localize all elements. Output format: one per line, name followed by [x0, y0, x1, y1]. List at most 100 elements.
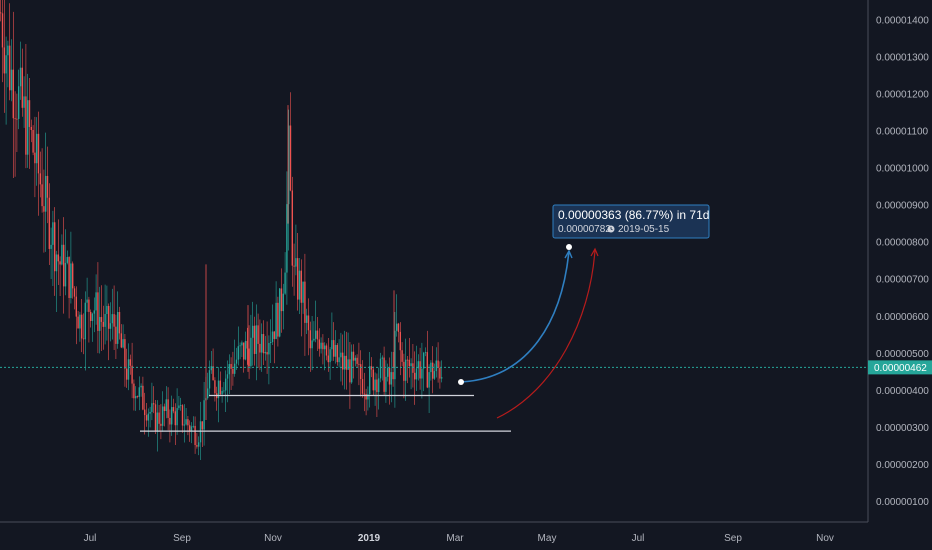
candle-body	[158, 412, 160, 424]
candle-body	[246, 340, 248, 349]
candle-body	[275, 302, 277, 339]
candle-body	[295, 258, 297, 267]
candle-body	[160, 423, 162, 426]
candle-body	[397, 323, 400, 332]
candle-body	[25, 96, 27, 155]
candle-body	[167, 399, 169, 418]
candle-body	[45, 175, 47, 212]
candle-body	[10, 69, 13, 91]
candle-body	[426, 352, 428, 388]
candle-body	[149, 411, 151, 414]
candle-body	[293, 265, 295, 267]
candle-body	[300, 270, 302, 303]
candle-body	[180, 405, 182, 407]
candle-body	[279, 288, 281, 337]
time-tick-label: Sep	[173, 533, 191, 544]
candle-body	[424, 352, 427, 353]
candle-body	[194, 425, 196, 446]
projection-label-box[interactable]	[552, 204, 710, 239]
candle-body	[176, 408, 178, 426]
candle-body	[64, 262, 67, 287]
candle-body	[81, 314, 83, 339]
projection-arrowhead-secondary	[590, 247, 599, 257]
price-tick-label: 0.00001300	[876, 52, 929, 63]
candle-body	[189, 425, 191, 432]
candle-body	[165, 399, 167, 412]
candle-body	[376, 379, 378, 393]
candle-body	[370, 366, 373, 370]
candle-body	[156, 412, 158, 432]
candle-body	[244, 340, 247, 360]
candle-body	[133, 383, 135, 399]
candle-body	[1, 13, 4, 48]
candle-body	[428, 372, 430, 388]
price-tick-label: 0.00000700	[876, 275, 929, 286]
candle-body	[57, 254, 59, 262]
candle-body	[185, 419, 187, 425]
candle-body	[117, 312, 119, 344]
support-lines	[140, 394, 511, 432]
price-tick-label: 0.00000300	[876, 423, 929, 434]
projection-end-point[interactable]	[566, 244, 572, 250]
candle-body	[414, 372, 416, 380]
candle-body	[243, 342, 245, 360]
candle-body	[3, 47, 5, 74]
candle-body	[333, 340, 335, 357]
candle-body	[324, 345, 326, 350]
candle-body	[5, 55, 7, 74]
projection-change-text: 0.00000363 (86.77%) in 71d	[558, 208, 709, 222]
candle-body	[217, 380, 220, 399]
price-tick-label: 0.00000600	[876, 312, 929, 323]
candle-body	[199, 421, 202, 443]
candle-body	[82, 338, 85, 340]
candle-body	[73, 288, 76, 297]
candle-body	[387, 367, 389, 377]
candle-body	[316, 330, 319, 340]
candle-body	[142, 385, 144, 410]
candle-body	[43, 206, 45, 212]
time-axis[interactable]: Jul Sep Nov 2019 Mar May Jul Sep Nov	[0, 521, 932, 550]
candle-body	[345, 355, 347, 370]
candle-body	[223, 390, 225, 392]
candle-body	[88, 299, 90, 312]
candle-body	[171, 407, 173, 425]
candle-body	[372, 369, 374, 391]
candle-body	[351, 351, 353, 383]
candle-body	[304, 281, 306, 323]
candle-body	[115, 326, 117, 344]
candle-body	[84, 302, 86, 340]
candle-body	[63, 244, 65, 287]
price-tick-label: 0.00000200	[876, 460, 929, 471]
candle-body	[135, 396, 137, 399]
time-axis-ticks: Jul Sep Nov 2019 Mar May Jul Sep Nov	[84, 533, 834, 544]
candle-body	[262, 334, 265, 354]
candle-body	[90, 311, 92, 321]
candle-body	[190, 426, 193, 432]
candle-body	[390, 372, 392, 385]
candle-body	[396, 323, 398, 331]
candle-body	[320, 342, 322, 349]
candle-body	[106, 305, 108, 315]
candle-body	[421, 368, 423, 379]
candle-body	[28, 100, 31, 127]
candle-body	[183, 424, 185, 426]
candle-body	[361, 378, 364, 394]
projection-start-point[interactable]	[458, 379, 464, 385]
candle-body	[7, 45, 9, 56]
candle-body	[307, 315, 310, 331]
candle-body	[266, 352, 268, 355]
time-tick-label: Nov	[816, 533, 834, 544]
candle-body	[297, 258, 299, 300]
candle-body	[439, 367, 441, 379]
projection-target-text: 0.00000782	[558, 224, 611, 235]
candle-body	[239, 345, 241, 347]
time-tick-label: Sep	[724, 533, 742, 544]
candle-body	[367, 394, 369, 400]
candle-body	[273, 331, 275, 339]
candle-body	[214, 380, 216, 394]
candle-body	[95, 292, 97, 311]
candle-body	[219, 380, 221, 395]
price-axis[interactable]: 0.00000100 0.00000200 0.00000300 0.00000400…	[867, 0, 932, 522]
candle-body	[282, 293, 284, 312]
